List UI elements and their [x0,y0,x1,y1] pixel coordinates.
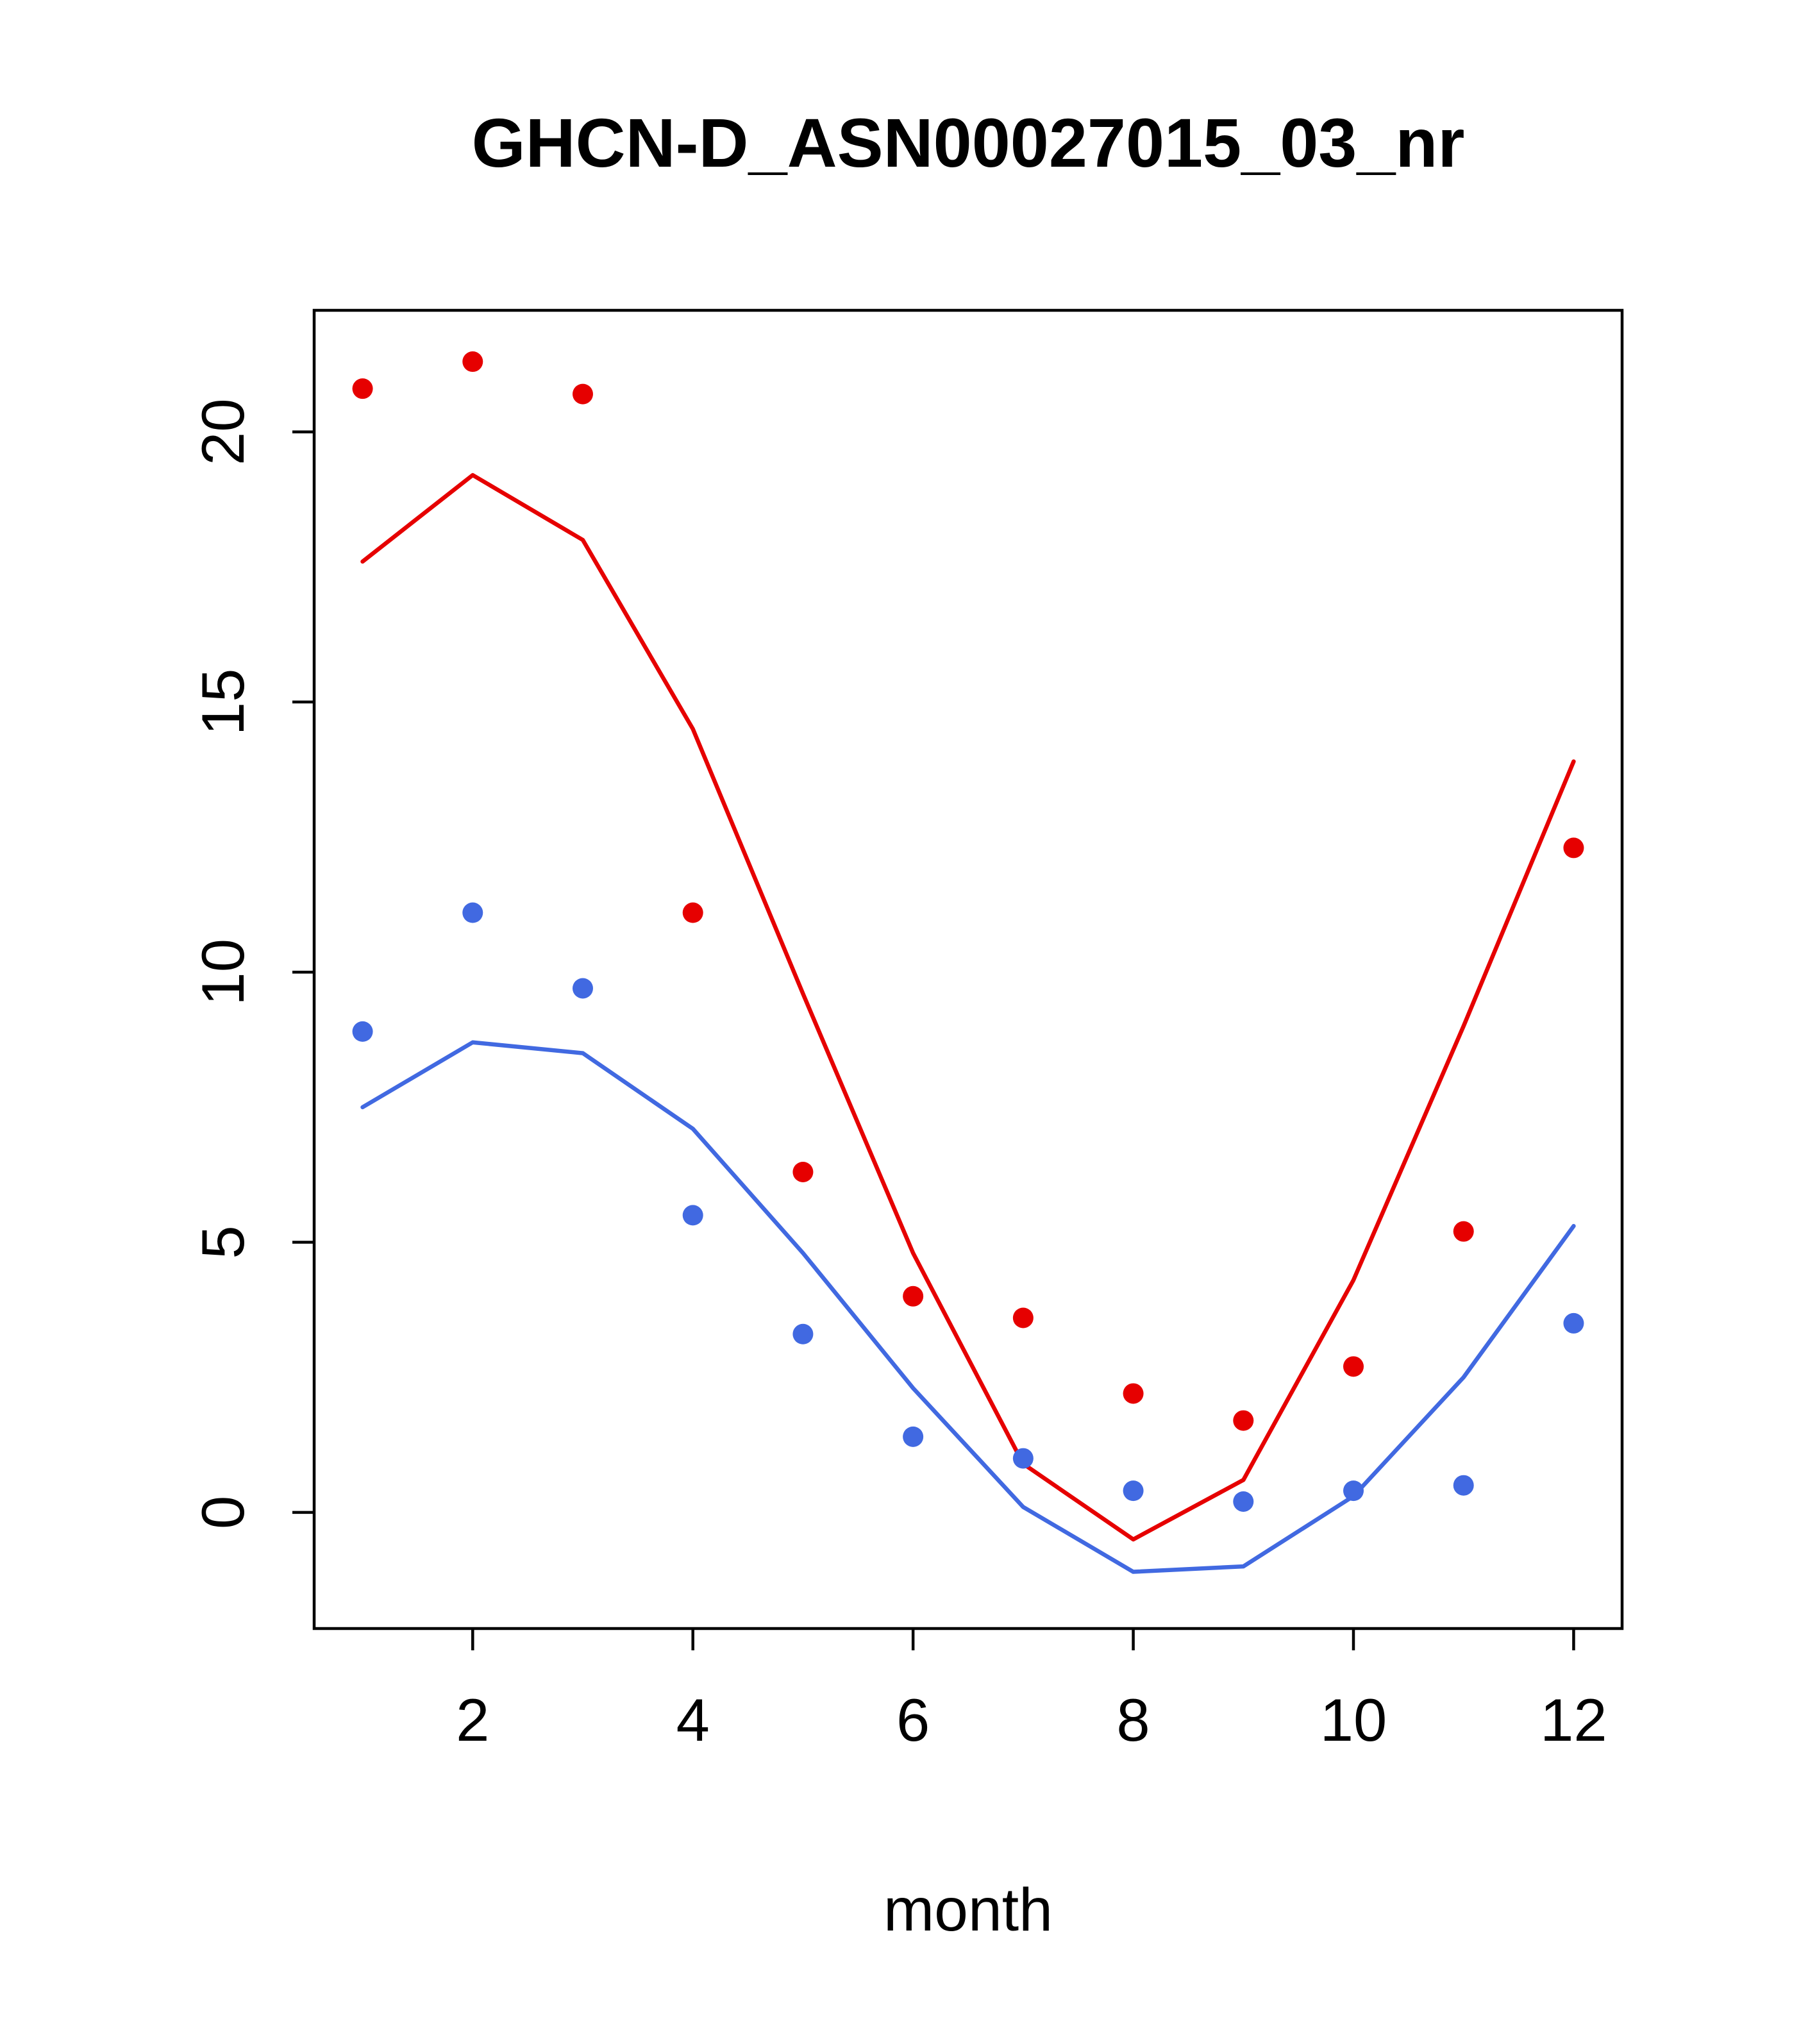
red-points-point [1563,837,1584,859]
plot-box [312,308,1624,1630]
y-tick-label: 0 [189,1496,256,1529]
x-tick-label: 8 [1116,1686,1150,1754]
red-points-point [462,351,483,373]
y-tick-label: 10 [189,939,256,1006]
red-points-point [1453,1221,1474,1242]
blue-line [360,1040,1576,1574]
red-points-point [1123,1383,1144,1404]
chart-title: GHCN-D_ASN00027015_03_nr [471,104,1465,181]
red-points-point [903,1286,924,1307]
y-tick-label: 15 [189,669,256,736]
red-points-point [682,902,703,923]
red-points-point [572,383,593,405]
x-tick-label: 6 [896,1686,930,1754]
y-tick-label: 20 [189,398,256,465]
blue-points-point [1343,1480,1364,1502]
blue-points-point [1123,1480,1144,1502]
red-points-point [1343,1356,1364,1377]
blue-points-point [903,1426,924,1447]
red-line [360,473,1576,1542]
red-points-point [792,1161,814,1182]
red-points-point [1233,1410,1254,1431]
y-tick-label: 5 [189,1225,256,1259]
blue-points-point [352,1021,373,1042]
red-points-point [1012,1307,1034,1328]
blue-points-point [572,978,593,999]
red-points-point [352,378,373,399]
x-tick-label: 10 [1320,1686,1387,1754]
blue-points-point [1012,1448,1034,1469]
x-tick-label: 4 [676,1686,710,1754]
blue-points-point [462,902,483,923]
blue-points-point [1563,1312,1584,1334]
blue-points-point [682,1205,703,1226]
blue-points-point [1453,1475,1474,1496]
blue-points-point [792,1323,814,1345]
x-axis-label: month [883,1876,1053,1944]
x-tick-label: 2 [456,1686,489,1754]
blue-points-point [1233,1491,1254,1512]
x-tick-label: 12 [1540,1686,1607,1754]
